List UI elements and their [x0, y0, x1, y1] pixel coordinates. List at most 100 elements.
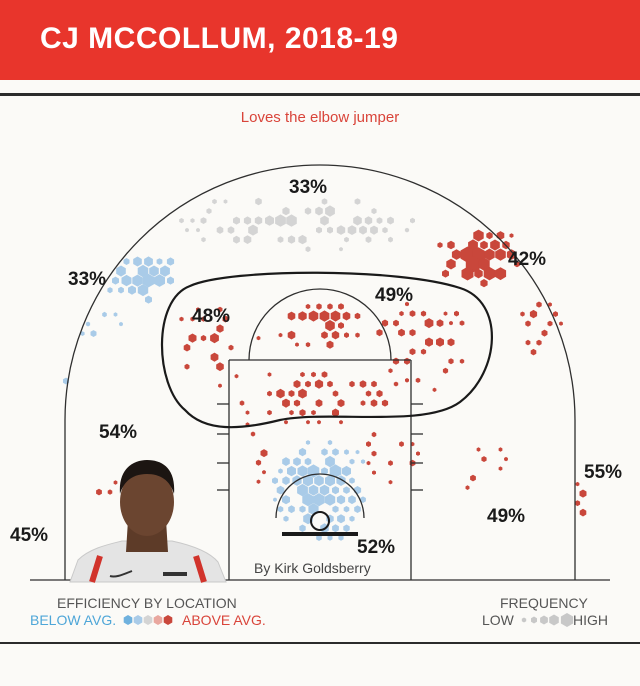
shot-hex [113, 480, 118, 485]
legend-above-label: ABOVE AVG. [182, 612, 266, 628]
shot-hex [327, 226, 333, 234]
shot-hex [286, 214, 297, 227]
shot-hex [277, 236, 284, 243]
shot-hex [420, 348, 427, 355]
shot-hex [337, 399, 345, 408]
shot-hex [393, 319, 399, 327]
shot-hex [349, 515, 355, 522]
shot-hex [283, 515, 289, 522]
shot-hex [160, 265, 170, 277]
page-title: CJ MCCOLLUM, 2018-19 [40, 22, 399, 55]
shot-hex [250, 431, 256, 437]
shot-hex [305, 303, 311, 310]
shot-hex [506, 249, 517, 260]
shot-hex [372, 470, 376, 475]
shot-hex [480, 279, 488, 288]
shot-hex [473, 229, 484, 242]
hot-zone-outline [160, 271, 493, 429]
shot-hex [137, 264, 149, 278]
shot-hex [382, 227, 388, 234]
shot-hex [144, 256, 153, 267]
jersey [69, 540, 227, 583]
shot-hex [354, 198, 361, 205]
shot-hex [404, 227, 410, 233]
shot-hex [370, 399, 378, 407]
shot-hex [196, 227, 200, 233]
shot-hex [183, 343, 191, 352]
shot-hex [282, 495, 290, 505]
shot-hex [321, 331, 328, 339]
shot-hex [366, 441, 371, 447]
shot-hex [443, 311, 448, 316]
shot-hex [288, 390, 295, 397]
shot-hex [476, 447, 481, 452]
legend-frequency-heading: FREQUENCY [500, 595, 589, 611]
shot-hex [167, 276, 174, 285]
shot-hex [289, 410, 294, 416]
shot-hex [371, 208, 377, 215]
shot-hex [314, 379, 324, 389]
shot-hex [317, 420, 321, 425]
shot-hex [354, 505, 361, 513]
shot-hex [498, 466, 503, 471]
shot-hex [142, 273, 155, 288]
shot-hex [343, 486, 350, 494]
shot-hex [234, 374, 239, 379]
legend-efficiency-swatch [133, 615, 143, 625]
shot-hex [299, 409, 306, 417]
shot-hex [409, 329, 416, 337]
top-divider [0, 93, 640, 96]
shot-hex [132, 274, 143, 287]
shot-hex [525, 339, 531, 346]
shot-hex [121, 274, 132, 287]
shot-hex [342, 465, 351, 477]
shot-hex [227, 226, 235, 234]
shot-hex [102, 311, 107, 318]
shot-hex [133, 256, 142, 267]
legend-efficiency-scale [123, 615, 173, 625]
free-throw-circle [248, 288, 392, 361]
shot-hex [316, 226, 322, 234]
restricted-arc [275, 473, 365, 519]
shot-hex [128, 285, 136, 295]
shot-hex [265, 215, 274, 226]
zone-label-left-baseline-midrange: 54% [99, 422, 137, 443]
shot-hex [388, 368, 393, 374]
shot-hex [553, 311, 558, 317]
shot-hex [305, 342, 311, 348]
shot-hex [305, 246, 311, 253]
shot-hex [119, 321, 123, 327]
zone-label-right-baseline-midrange: 49% [487, 506, 525, 527]
shot-hex [331, 330, 340, 340]
legend-efficiency-swatch [163, 615, 173, 625]
shot-hex [321, 371, 328, 378]
shot-hex [245, 410, 250, 415]
shot-hex [342, 311, 351, 321]
shot-hex [277, 506, 284, 513]
shot-hex [436, 337, 444, 347]
shot-hex [255, 197, 262, 206]
shot-hex [276, 485, 285, 495]
shot-hex [338, 534, 344, 541]
zone-label-right-corner-three: 55% [584, 462, 622, 483]
shot-hex [425, 337, 433, 347]
shot-hex [446, 258, 456, 270]
shot-hex [243, 235, 252, 244]
three-point-line [64, 164, 576, 580]
shot-hex [228, 344, 234, 351]
shot-hex [267, 372, 272, 377]
shot-hex [298, 234, 307, 245]
shot-hex [116, 265, 126, 277]
shot-hex [320, 215, 329, 226]
zone-label-left-wing-three: 33% [68, 269, 106, 290]
shot-hex [484, 248, 495, 261]
shot-hex [344, 449, 349, 455]
shot-hex [405, 378, 409, 383]
player-photo [69, 460, 227, 583]
shot-hex [297, 465, 308, 477]
legend-efficiency-swatch [153, 615, 163, 625]
shot-hex [332, 505, 339, 513]
legend-frequency-swatch [560, 613, 574, 627]
shot-hex [278, 468, 283, 474]
shot-hex [325, 455, 335, 468]
